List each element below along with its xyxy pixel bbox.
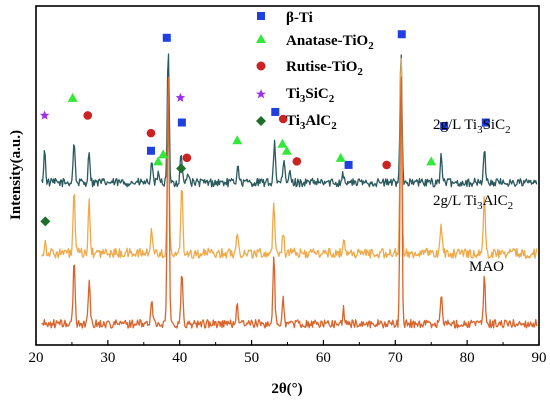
phase-marker-3-4 xyxy=(278,114,288,124)
x-tick-label-90: 90 xyxy=(532,350,547,366)
phase-marker-1-7 xyxy=(440,122,449,131)
phase-marker-2-7 xyxy=(335,152,346,162)
phase-marker-2-8 xyxy=(426,156,437,166)
phase-marker-2-2 xyxy=(153,156,164,166)
trace-label-ti3alc2: 2g/L Ti3AlC2 xyxy=(433,193,513,212)
phase-marker-3-6 xyxy=(382,160,391,170)
trace-label-mao: MAO xyxy=(469,259,504,275)
phase-marker-2-5 xyxy=(277,138,288,148)
x-axis-title: 2θ(°) xyxy=(271,381,302,397)
phase-marker-5-2 xyxy=(176,163,187,174)
legend-marker-ti3alc2 xyxy=(256,116,266,126)
phase-marker-1-3 xyxy=(177,118,186,127)
phase-marker-1-8 xyxy=(481,118,490,127)
legend-label-ti3alc2: Ti3AlC2 xyxy=(286,113,337,132)
phase-marker-2-1 xyxy=(67,92,78,102)
series-line-3 xyxy=(41,76,538,329)
x-tick-label-50: 50 xyxy=(244,350,259,366)
phase-marker-3-2 xyxy=(146,128,156,138)
x-axis-ticks: 20 30 40 50 60 70 80 90 xyxy=(29,340,547,366)
legend-label-anatase: Anatase-TiO2 xyxy=(286,33,374,52)
legend-label-beta-ti: β-Ti xyxy=(286,10,313,26)
x-tick-label-70: 70 xyxy=(388,350,403,366)
phase-marker-1-2 xyxy=(162,33,171,42)
trace-layer xyxy=(41,53,538,329)
series-line-2 xyxy=(41,57,538,259)
x-tick-label-40: 40 xyxy=(172,350,187,366)
legend: β-Ti Anatase-TiO2 Rutise-TiO2 Ti3SiC2 Ti… xyxy=(255,10,374,132)
x-tick-label-60: 60 xyxy=(316,350,331,366)
phase-marker-5-1 xyxy=(40,216,51,227)
phase-marker-3-1 xyxy=(83,111,93,120)
phase-marker-2-6 xyxy=(281,145,292,155)
trace-label-ti3sic2: 2g/L Ti3SiC2 xyxy=(433,117,511,136)
plot-frame xyxy=(35,5,540,346)
legend-marker-anatase xyxy=(256,34,266,43)
legend-marker-beta-ti xyxy=(257,12,265,20)
phase-marker-1-1 xyxy=(146,146,155,155)
phase-marker-1-4 xyxy=(271,107,280,116)
phase-marker-1-6 xyxy=(397,30,406,39)
phase-marker-4-2 xyxy=(175,92,186,102)
legend-marker-rutile xyxy=(256,61,266,71)
phase-marker-layer xyxy=(39,30,490,227)
x-tick-label-80: 80 xyxy=(460,350,475,366)
phase-marker-4-1 xyxy=(39,110,50,120)
phase-marker-2-3 xyxy=(158,149,169,159)
phase-marker-3-5 xyxy=(292,157,302,166)
legend-marker-ti3sic2 xyxy=(255,89,267,99)
legend-label-ti3sic2: Ti3SiC2 xyxy=(286,86,335,105)
phase-marker-2-4 xyxy=(232,135,243,145)
series-line-1 xyxy=(41,53,538,188)
legend-label-rutile: Rutise-TiO2 xyxy=(286,59,363,78)
x-tick-label-20: 20 xyxy=(29,350,44,366)
x-tick-label-30: 30 xyxy=(100,350,115,366)
phase-marker-3-3 xyxy=(182,153,192,163)
phase-marker-1-5 xyxy=(344,160,353,169)
y-axis-title: Intensity(a.u.) xyxy=(8,130,24,220)
